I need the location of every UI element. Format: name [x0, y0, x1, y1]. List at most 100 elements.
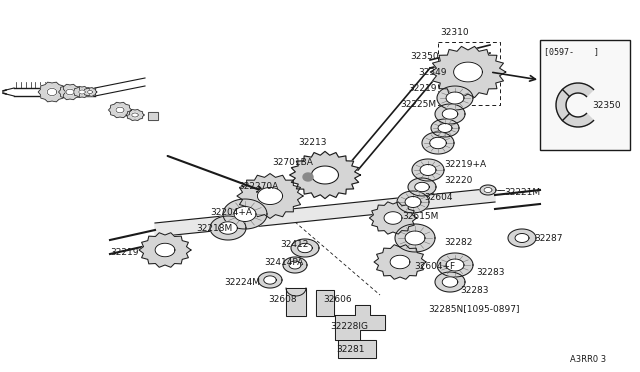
- Polygon shape: [116, 107, 124, 113]
- Text: 32218M: 32218M: [196, 224, 232, 233]
- Polygon shape: [435, 272, 465, 292]
- Text: 32615M: 32615M: [402, 212, 438, 221]
- Text: 32310: 32310: [440, 28, 468, 37]
- Polygon shape: [237, 174, 303, 218]
- Polygon shape: [405, 231, 425, 245]
- Polygon shape: [397, 191, 429, 213]
- Text: A3RR0 3: A3RR0 3: [570, 355, 606, 364]
- Polygon shape: [422, 132, 454, 154]
- Polygon shape: [369, 202, 417, 234]
- Text: 32414PA: 32414PA: [264, 258, 303, 267]
- Polygon shape: [109, 102, 131, 118]
- Polygon shape: [442, 109, 458, 119]
- Polygon shape: [480, 185, 496, 195]
- Polygon shape: [454, 62, 483, 82]
- Polygon shape: [408, 178, 436, 196]
- Polygon shape: [66, 89, 74, 95]
- Text: 32283: 32283: [460, 286, 488, 295]
- Bar: [316, 290, 334, 316]
- Bar: [540, 40, 630, 150]
- Bar: [338, 340, 376, 358]
- Polygon shape: [83, 88, 97, 96]
- Polygon shape: [556, 83, 593, 127]
- Text: 32349: 32349: [418, 68, 447, 77]
- Polygon shape: [435, 104, 465, 124]
- Polygon shape: [139, 233, 191, 267]
- Polygon shape: [415, 182, 429, 192]
- Text: 32350: 32350: [410, 52, 438, 61]
- Polygon shape: [73, 87, 92, 97]
- Polygon shape: [405, 196, 421, 208]
- Polygon shape: [484, 187, 492, 192]
- Polygon shape: [264, 276, 276, 284]
- Text: 32219+A: 32219+A: [444, 160, 486, 169]
- Polygon shape: [508, 229, 536, 247]
- Text: 32285N[1095-0897]: 32285N[1095-0897]: [428, 304, 520, 313]
- Polygon shape: [291, 239, 319, 257]
- Polygon shape: [384, 212, 402, 224]
- Polygon shape: [412, 159, 444, 181]
- Polygon shape: [223, 199, 267, 229]
- Polygon shape: [446, 259, 464, 271]
- Bar: [316, 290, 334, 316]
- Polygon shape: [303, 173, 313, 181]
- Polygon shape: [442, 277, 458, 287]
- Bar: [148, 112, 158, 120]
- Polygon shape: [390, 255, 410, 269]
- Text: 32412: 32412: [280, 240, 308, 249]
- Polygon shape: [395, 224, 435, 252]
- Text: 32220: 32220: [444, 176, 472, 185]
- Text: 32224M: 32224M: [224, 278, 260, 287]
- Polygon shape: [335, 305, 385, 340]
- Polygon shape: [446, 92, 464, 104]
- Polygon shape: [47, 89, 57, 96]
- Polygon shape: [257, 187, 283, 205]
- Text: 32350: 32350: [592, 100, 621, 109]
- Polygon shape: [132, 113, 138, 117]
- Polygon shape: [88, 90, 92, 94]
- Polygon shape: [79, 90, 85, 94]
- Polygon shape: [234, 206, 256, 221]
- Text: 32213: 32213: [298, 138, 326, 147]
- Polygon shape: [312, 166, 339, 184]
- Polygon shape: [290, 151, 360, 199]
- Polygon shape: [38, 82, 66, 102]
- Bar: [338, 340, 376, 358]
- Bar: [286, 288, 306, 316]
- Polygon shape: [258, 272, 282, 288]
- Text: 32287: 32287: [534, 234, 563, 243]
- Text: 32606: 32606: [323, 295, 351, 304]
- Polygon shape: [429, 137, 446, 149]
- Text: 32225M: 32225M: [400, 100, 436, 109]
- Text: 32228IG: 32228IG: [330, 322, 368, 331]
- Polygon shape: [374, 245, 426, 279]
- Polygon shape: [155, 243, 175, 257]
- Text: [0597-    ]: [0597- ]: [544, 47, 599, 56]
- Text: 32283: 32283: [476, 268, 504, 277]
- Text: 32604: 32604: [424, 193, 452, 202]
- Text: 32604+F: 32604+F: [414, 262, 455, 271]
- Text: 32219: 32219: [408, 84, 436, 93]
- Text: 32221M: 32221M: [504, 188, 540, 197]
- Polygon shape: [58, 84, 81, 100]
- Text: 32219: 32219: [110, 248, 138, 257]
- Polygon shape: [438, 124, 452, 132]
- Polygon shape: [283, 257, 307, 273]
- Polygon shape: [219, 222, 237, 234]
- Text: 32281: 32281: [336, 345, 365, 354]
- Polygon shape: [298, 243, 312, 253]
- Polygon shape: [126, 109, 144, 121]
- Text: 322270A: 322270A: [238, 182, 278, 191]
- Text: 32701BA: 32701BA: [272, 158, 313, 167]
- Bar: [148, 112, 158, 120]
- Polygon shape: [431, 119, 459, 137]
- Bar: [286, 288, 306, 316]
- Polygon shape: [437, 86, 473, 110]
- Text: 32608: 32608: [268, 295, 296, 304]
- Text: 32282: 32282: [444, 238, 472, 247]
- Polygon shape: [289, 261, 301, 269]
- Polygon shape: [515, 234, 529, 243]
- Text: 32204+A: 32204+A: [210, 208, 252, 217]
- Polygon shape: [210, 216, 246, 240]
- Polygon shape: [155, 188, 495, 237]
